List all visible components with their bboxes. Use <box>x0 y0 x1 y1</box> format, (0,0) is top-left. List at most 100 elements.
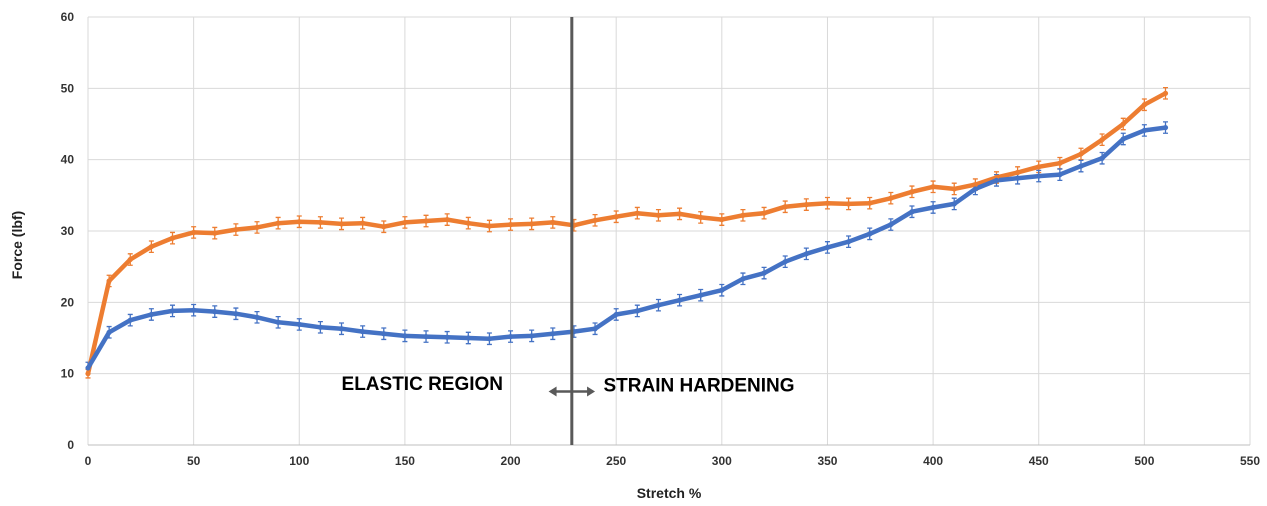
data-point-s0-p36 <box>845 201 852 207</box>
data-point-s0-p49 <box>1120 121 1126 127</box>
data-point-s1-p38 <box>888 221 894 228</box>
data-point-s0-p22 <box>550 219 556 226</box>
data-point-s0-p13 <box>360 220 366 226</box>
data-point-s0-p46 <box>1057 160 1063 166</box>
data-point-s0-p24 <box>592 217 598 223</box>
data-point-s0-p25 <box>613 214 619 220</box>
data-point-s1-p15 <box>402 333 408 339</box>
y-tick-label: 10 <box>61 367 75 381</box>
data-point-s1-p42 <box>972 186 978 192</box>
series-line-1 <box>85 125 1168 371</box>
data-point-s0-p9 <box>275 220 281 226</box>
data-point-s1-p12 <box>338 326 345 332</box>
data-point-s0-p28 <box>676 211 683 217</box>
data-point-s0-p47 <box>1078 151 1084 157</box>
data-point-s0-p10 <box>296 219 302 225</box>
data-point-s1-p7 <box>233 311 239 317</box>
data-point-s1-p13 <box>360 328 366 335</box>
grid-lines <box>87 16 1251 446</box>
x-axis-title: Stretch % <box>637 485 702 501</box>
data-point-s0-p48 <box>1099 137 1105 143</box>
data-point-s1-p21 <box>529 333 535 339</box>
data-point-s1-p36 <box>845 239 852 245</box>
data-point-s1-p20 <box>507 333 514 340</box>
data-point-s1-p25 <box>613 311 619 318</box>
data-point-s0-p8 <box>254 224 260 231</box>
y-tick-label: 40 <box>61 153 75 167</box>
arrow-head-left <box>548 386 557 397</box>
data-point-s1-p39 <box>909 209 915 215</box>
data-point-s0-p3 <box>148 244 154 250</box>
data-point-s0-p29 <box>698 214 704 221</box>
data-point-s0-p41 <box>951 186 957 192</box>
data-point-s0-p21 <box>529 221 535 227</box>
data-point-s0-p51 <box>1162 90 1169 96</box>
data-point-s1-p26 <box>634 308 640 314</box>
annotations: ELASTIC REGION STRAIN HARDENING <box>342 17 795 445</box>
series-lines <box>85 91 1168 376</box>
data-point-s0-p19 <box>486 223 493 229</box>
data-point-s1-p1 <box>106 329 112 335</box>
data-point-s1-p19 <box>486 336 493 342</box>
data-point-s1-p8 <box>254 314 260 320</box>
series-line-0 <box>85 91 1168 376</box>
x-tick-label: 450 <box>1029 454 1049 468</box>
data-point-s1-p14 <box>381 331 387 337</box>
data-point-s1-p32 <box>761 270 767 276</box>
data-point-s1-p50 <box>1141 127 1147 134</box>
data-point-s0-p34 <box>803 202 809 208</box>
data-point-s1-p48 <box>1099 155 1105 161</box>
data-point-s1-p16 <box>423 333 429 340</box>
x-tick-label: 400 <box>923 454 943 468</box>
y-axis-title: Force (lbf) <box>9 211 25 279</box>
data-point-s1-p5 <box>191 307 197 313</box>
data-point-s1-p3 <box>148 311 154 318</box>
x-tick-label: 250 <box>606 454 626 468</box>
data-point-s1-p0 <box>85 365 91 371</box>
data-point-s0-p27 <box>655 212 662 218</box>
data-point-s0-p2 <box>127 256 133 263</box>
data-point-s0-p1 <box>106 278 112 284</box>
data-point-s1-p34 <box>803 251 809 257</box>
y-tick-label: 60 <box>61 10 75 24</box>
data-point-s1-p49 <box>1120 136 1126 142</box>
data-point-s0-p17 <box>444 216 450 223</box>
data-point-s0-p16 <box>423 218 429 224</box>
data-point-s0-p50 <box>1141 102 1147 108</box>
y-tick-labels: 0 10 20 30 40 50 60 <box>61 10 75 452</box>
data-point-s1-p51 <box>1162 124 1169 131</box>
data-point-s1-p24 <box>592 326 598 332</box>
data-point-s1-p6 <box>212 309 218 315</box>
data-point-s1-p29 <box>698 292 704 298</box>
data-point-s1-p45 <box>1036 173 1042 179</box>
error-bars <box>85 86 1168 379</box>
data-point-s0-p35 <box>824 200 831 206</box>
data-point-s0-p12 <box>338 221 345 227</box>
data-point-s0-p38 <box>888 195 894 201</box>
data-point-s1-p47 <box>1078 163 1084 169</box>
x-tick-label: 150 <box>395 454 415 468</box>
data-point-s1-p37 <box>867 231 873 237</box>
data-point-s0-p26 <box>634 210 640 216</box>
data-point-s0-p37 <box>867 200 873 206</box>
y-tick-label: 0 <box>67 438 74 452</box>
data-point-s0-p11 <box>317 219 323 226</box>
x-tick-labels: 0 50 100 150 200 250 300 350 400 450 500 550 <box>85 454 1261 468</box>
data-point-s0-p18 <box>465 220 471 226</box>
data-point-s0-p5 <box>191 229 197 236</box>
y-tick-label: 20 <box>61 295 75 309</box>
data-point-s0-p4 <box>169 235 176 241</box>
data-point-s1-p44 <box>1015 175 1021 181</box>
data-point-s0-p30 <box>719 216 725 223</box>
data-point-s1-p11 <box>317 324 323 330</box>
x-tick-label: 100 <box>289 454 309 468</box>
data-point-s1-p27 <box>655 302 662 308</box>
series-markers <box>85 90 1169 377</box>
data-point-s0-p6 <box>212 230 218 236</box>
data-point-s1-p31 <box>740 276 746 282</box>
data-point-s1-p2 <box>127 317 133 323</box>
data-point-s1-p46 <box>1057 172 1063 178</box>
arrow-head-right <box>587 386 596 397</box>
data-point-s0-p45 <box>1036 164 1042 170</box>
